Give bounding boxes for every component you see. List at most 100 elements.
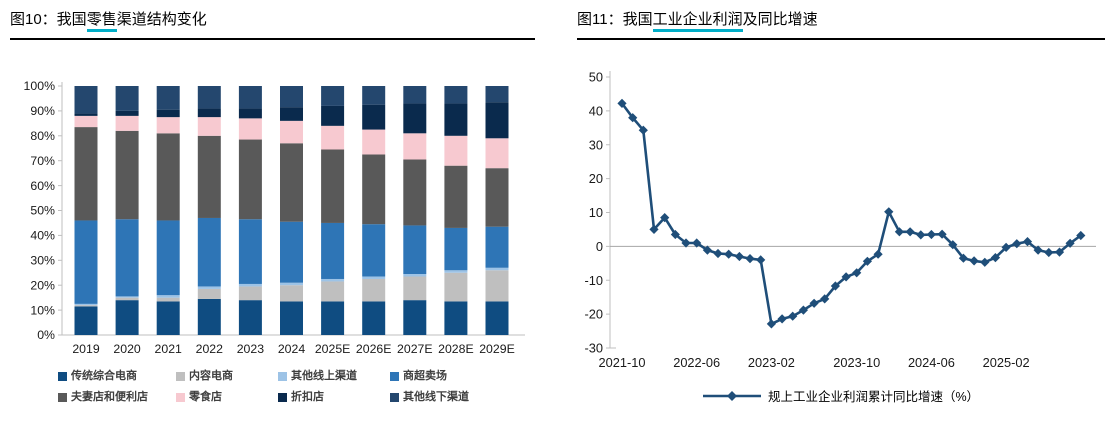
y-tick-label: -30 xyxy=(585,341,604,356)
bar-segment-内容电商 xyxy=(362,278,386,302)
bar-segment-商超卖场 xyxy=(321,222,345,279)
y-tick-label: 90% xyxy=(30,104,55,118)
bar-segment-零食店 xyxy=(238,118,262,140)
bar-segment-商超卖场 xyxy=(485,226,509,268)
x-category-label: 2025E xyxy=(315,342,351,356)
data-point-diamond xyxy=(990,253,1001,263)
x-tick-label: 2021-10 xyxy=(599,355,646,370)
bar-segment-传统综合电商 xyxy=(156,301,180,335)
bar-segment-内容电商 xyxy=(403,276,427,301)
line-legend-label: 规上工业企业利润累计同比增速（%） xyxy=(767,390,980,404)
bar-segment-传统综合电商 xyxy=(321,301,345,335)
data-point-diamond xyxy=(660,213,670,223)
data-point-diamond xyxy=(745,254,755,264)
bar-segment-零食店 xyxy=(197,117,221,136)
bar-segment-其他线上渠道 xyxy=(485,267,509,271)
legend-label: 传统综合电商 xyxy=(71,370,137,382)
bar-segment-内容电商 xyxy=(156,297,180,302)
x-category-label: 2022 xyxy=(196,342,224,356)
data-point-diamond xyxy=(830,281,840,291)
bar-segment-其他线上渠道 xyxy=(238,283,262,287)
data-point-diamond xyxy=(1012,239,1022,249)
bar-segment-折扣店 xyxy=(156,109,180,118)
x-category-label: 2028E xyxy=(438,342,474,356)
bar-segment-其他线下渠道 xyxy=(403,86,427,104)
x-category-label: 2020 xyxy=(113,342,141,356)
data-point-diamond xyxy=(777,314,787,324)
data-point-diamond xyxy=(916,230,926,240)
bar-segment-零食店 xyxy=(115,115,139,131)
legend-swatch-icon xyxy=(278,392,287,402)
bar-segment-其他线下渠道 xyxy=(321,86,345,106)
bar-segment-夫妻店和便利店 xyxy=(403,159,427,226)
bar-segment-夫妻店和便利店 xyxy=(444,165,468,228)
bar-segment-折扣店 xyxy=(403,103,427,134)
x-category-label: 2027E xyxy=(397,342,433,356)
data-point-diamond xyxy=(724,249,734,259)
bar-segment-传统综合电商 xyxy=(74,306,98,336)
bar-segment-传统综合电商 xyxy=(485,301,509,335)
legend-item-7: 其他线下渠道 xyxy=(390,391,520,403)
bar-segment-其他线上渠道 xyxy=(156,295,180,298)
bar-segment-商超卖场 xyxy=(444,227,468,271)
bar-segment-其他线上渠道 xyxy=(321,278,345,282)
bar-segment-传统综合电商 xyxy=(362,301,386,335)
x-category-label: 2023 xyxy=(237,342,265,356)
y-tick-label: 60% xyxy=(30,179,55,193)
y-tick-label: 50 xyxy=(589,70,603,85)
legend-swatch-icon xyxy=(176,392,185,402)
bar-segment-折扣店 xyxy=(362,104,386,130)
bar-segment-其他线下渠道 xyxy=(485,86,509,103)
figure-11-title-highlight: 工业企业利润 xyxy=(652,11,743,32)
bar-segment-其他线下渠道 xyxy=(74,86,98,114)
x-category-label: 2021 xyxy=(155,342,183,356)
bar-segment-商超卖场 xyxy=(238,219,262,284)
bar-segment-传统综合电商 xyxy=(197,298,221,335)
figure-10-title: 图10：我国零售渠道结构变化 xyxy=(10,8,535,32)
bar-segment-商超卖场 xyxy=(197,217,221,287)
bar-segment-内容电商 xyxy=(115,297,139,301)
data-point-diamond xyxy=(1001,242,1011,252)
y-tick-label: 0% xyxy=(37,328,55,342)
bar-segment-折扣店 xyxy=(238,108,262,119)
retail-channel-stacked-bar-chart: 0% 10% 20% 30% 40% 50% 60% 70% 80% 90% 100% 2019 202… xyxy=(24,79,525,356)
bar-segment-传统综合电商 xyxy=(115,300,139,335)
figure-10-title-suffix: 渠道结构变化 xyxy=(116,11,207,28)
bar-segment-零食店 xyxy=(74,115,98,128)
legend-label: 其他线下渠道 xyxy=(403,391,469,403)
bar-segment-其他线上渠道 xyxy=(74,303,98,306)
bar-segment-商超卖场 xyxy=(156,220,180,296)
profit-growth-line xyxy=(620,102,1083,326)
legend-label: 其他线上渠道 xyxy=(291,370,357,382)
x-category-label: 2026E xyxy=(356,342,392,356)
bar-segment-其他线下渠道 xyxy=(156,86,180,110)
legend-item-5: 零食店 xyxy=(176,391,278,403)
bar-segment-传统综合电商 xyxy=(280,301,303,335)
data-point-diamond xyxy=(884,207,894,217)
y-tick-label: 0 xyxy=(596,239,603,254)
legend-item-6: 折扣店 xyxy=(278,391,390,403)
y-tick-label: -10 xyxy=(585,273,604,288)
bar-segment-其他线上渠道 xyxy=(444,270,468,273)
x-tick-label: 2024-06 xyxy=(908,355,955,370)
bar-segment-夫妻店和便利店 xyxy=(74,127,98,221)
bar-segment-商超卖场 xyxy=(362,224,386,277)
data-point-diamond xyxy=(734,251,744,262)
data-point-diamond xyxy=(905,227,915,237)
figure-11-title: 图11：我国工业企业利润及同比增速 xyxy=(577,8,1105,32)
y-tick-label: 100% xyxy=(24,79,56,93)
bar-segment-其他线上渠道 xyxy=(197,286,221,289)
bar-segment-商超卖场 xyxy=(115,219,139,297)
y-tick-label: 20% xyxy=(30,278,55,292)
data-point-diamond xyxy=(980,257,990,267)
bar-segment-零食店 xyxy=(156,117,180,134)
data-point-diamond xyxy=(617,98,627,108)
figure-10-title-highlight: 零售 xyxy=(86,11,117,32)
bar-segment-其他线上渠道 xyxy=(280,282,303,286)
legend-swatch-icon xyxy=(278,371,287,381)
bar-segment-零食店 xyxy=(321,125,345,150)
data-point-diamond xyxy=(1076,230,1086,241)
legend-swatch-icon xyxy=(390,392,399,402)
